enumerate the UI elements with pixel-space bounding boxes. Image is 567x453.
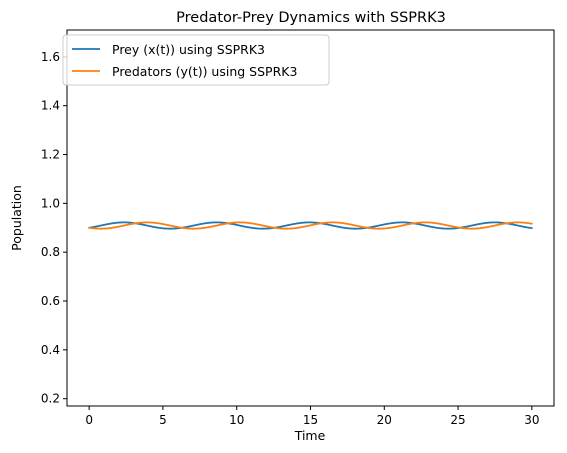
x-axis: 0 5 10 15 20 25 30 <box>85 406 540 427</box>
y-tick-label: 0.4 <box>41 343 60 357</box>
legend: Prey (x(t)) using SSPRK3 Predators (y(t)… <box>62 34 330 86</box>
y-tick-label: 1.2 <box>41 148 60 162</box>
x-tick-label: 20 <box>377 413 392 427</box>
series-line-predators <box>88 221 533 230</box>
y-tick-label: 1.0 <box>41 196 60 210</box>
chart-title: Predator-Prey Dynamics with SSPRK3 <box>176 10 446 26</box>
y-tick-label: 1.6 <box>41 50 60 64</box>
y-tick-label: 0.2 <box>41 392 60 406</box>
x-axis-label: Time <box>294 428 326 443</box>
y-axis-label: Population <box>9 185 24 251</box>
legend-box <box>62 34 330 86</box>
y-tick-label: 1.4 <box>41 99 60 113</box>
legend-label-predators: Predators (y(t)) using SSPRK3 <box>112 64 297 79</box>
legend-label-prey: Prey (x(t)) using SSPRK3 <box>112 42 265 57</box>
x-tick-label: 15 <box>303 413 318 427</box>
y-tick-label: 0.6 <box>41 294 60 308</box>
y-axis: 0.2 0.4 0.6 0.8 1.0 1.2 1.4 1.6 <box>41 50 67 406</box>
x-tick-label: 10 <box>229 413 244 427</box>
x-tick-label: 30 <box>524 413 539 427</box>
x-tick-label: 0 <box>85 413 93 427</box>
x-tick-label: 25 <box>450 413 465 427</box>
x-tick-label: 5 <box>159 413 167 427</box>
series-layer <box>88 221 533 230</box>
y-tick-label: 0.8 <box>41 245 60 259</box>
